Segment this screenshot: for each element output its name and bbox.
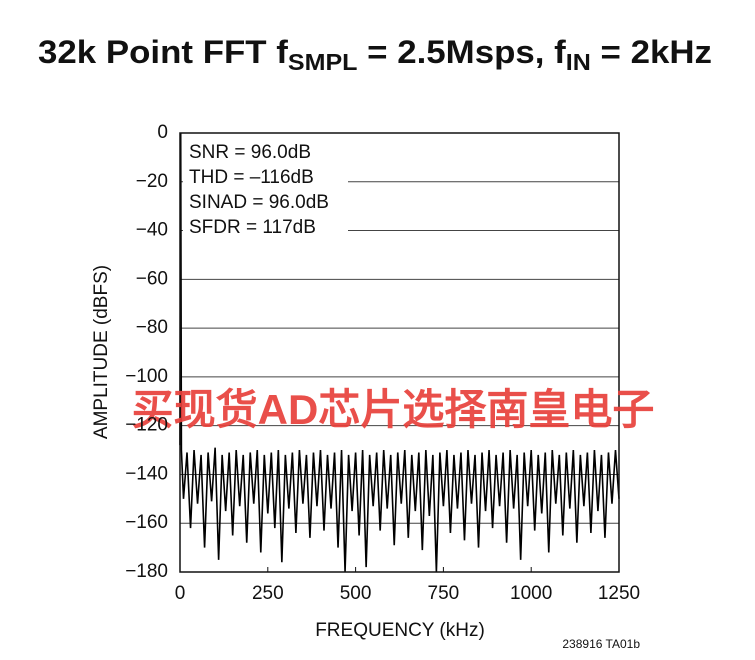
footnote: 238916 TA01b: [562, 637, 640, 651]
plot-frame: [179, 132, 620, 573]
annotation-box: [183, 138, 348, 242]
annotation: SINAD = 96.0dB: [189, 192, 329, 213]
y-tick-label: −20: [136, 171, 168, 192]
title-part: 32k Point FFT f: [38, 34, 288, 70]
annotation: THD = –116dB: [189, 167, 314, 188]
x-tick-label: 1250: [598, 583, 640, 604]
y-tick-label: −80: [136, 317, 168, 338]
x-tick-label: 750: [428, 583, 460, 604]
spectrum-line: [179, 132, 620, 573]
y-tick-label: −160: [125, 512, 168, 533]
x-tick-label: 0: [175, 583, 186, 604]
chart-title: 32k Point FFT f SMPL = 2.5Msps, f IN = 2kH…: [38, 34, 712, 75]
title-subscript: IN: [566, 49, 591, 75]
x-tick-label: 1000: [510, 583, 552, 604]
y-tick-label: −100: [125, 366, 168, 387]
y-tick-label: 0: [157, 122, 168, 143]
x-axis-label: FREQUENCY (kHz): [315, 620, 485, 641]
annotation: SNR = 96.0dB: [189, 142, 311, 163]
y-axis-label: AMPLITUDE (dBFS): [91, 265, 112, 439]
x-tick-label: 250: [252, 583, 284, 604]
title-part: = 2kHz: [591, 34, 712, 70]
x-tick-label: 500: [340, 583, 372, 604]
y-tick-label: −40: [136, 220, 168, 241]
y-tick-label: −140: [125, 463, 168, 484]
title-subscript: SMPL: [288, 49, 358, 75]
y-tick-label: −60: [136, 268, 168, 289]
watermark: 买现货AD芯片选择南皇电子: [132, 386, 655, 433]
title-part: = 2.5Msps, f: [357, 34, 566, 70]
annotation: SFDR = 117dB: [189, 217, 316, 238]
y-tick-label: −120: [125, 415, 168, 436]
y-tick-label: −180: [125, 561, 168, 582]
